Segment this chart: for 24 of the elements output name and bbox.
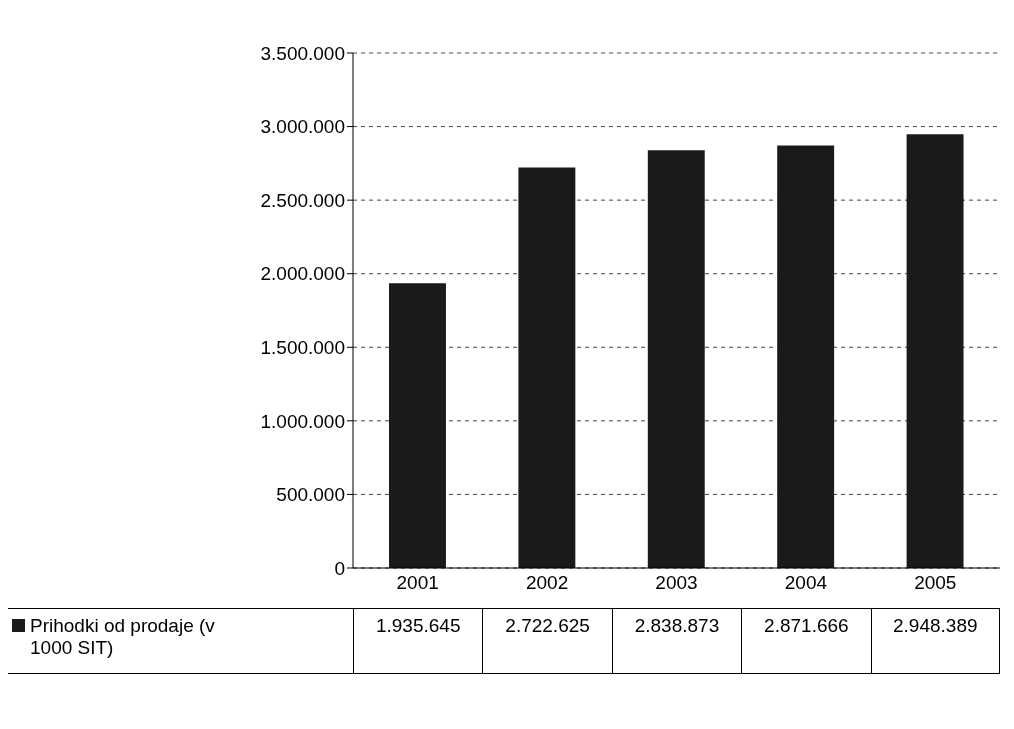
bar: [518, 167, 576, 568]
legend-label: Prihodki od prodaje (v 1000 SIT): [30, 615, 216, 659]
y-tick-label: 1.500.000: [260, 337, 345, 359]
y-tick-label: 0: [334, 557, 345, 579]
bar: [906, 134, 964, 568]
x-tick-label: 2001: [396, 572, 439, 594]
x-tick-label: 2005: [914, 572, 957, 594]
y-tick-label: 1.000.000: [260, 410, 345, 432]
data-label: 2.871.666: [741, 608, 871, 674]
y-tick-label: 500.000: [276, 484, 345, 506]
data-label: 2.948.389: [870, 608, 1000, 674]
x-tick-label: 2004: [784, 572, 828, 594]
bar: [389, 283, 446, 568]
x-tick-label: 2002: [525, 572, 569, 594]
y-tick-label: 3.500.000: [260, 42, 345, 64]
x-tick-label: 2003: [655, 572, 698, 594]
bar: [777, 145, 835, 568]
data-label: 2.838.873: [611, 608, 742, 674]
y-tick-label: 3.000.000: [260, 116, 345, 138]
data-label: 2.722.625: [482, 608, 612, 674]
bar: [647, 150, 705, 568]
y-tick-label: 2.500.000: [260, 189, 345, 211]
y-tick-label: 2.000.000: [260, 263, 345, 285]
data-label: 1.935.645: [353, 608, 483, 674]
